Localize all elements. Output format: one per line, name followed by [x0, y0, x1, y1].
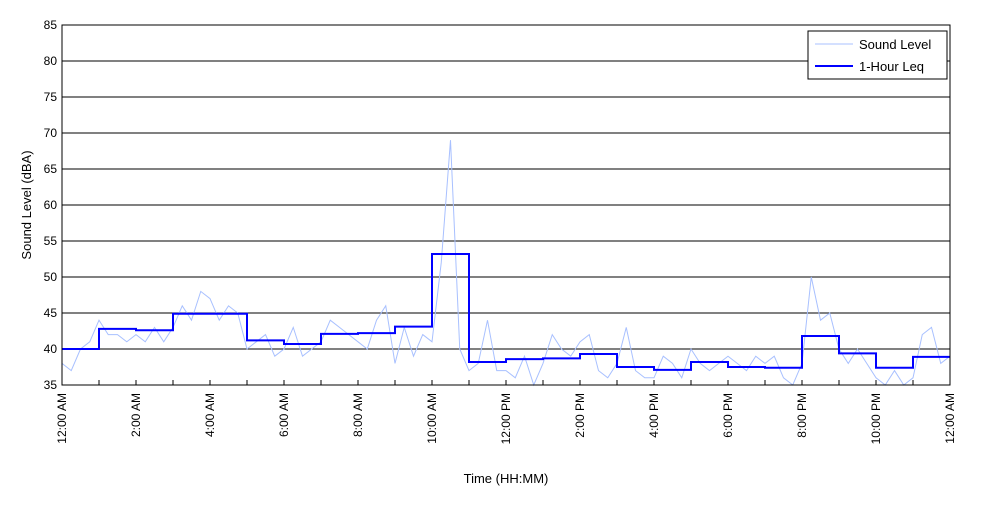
y-tick-label: 35 [44, 378, 58, 392]
x-tick-label: 8:00 AM [351, 393, 365, 437]
y-tick-label: 40 [44, 342, 58, 356]
legend-label-1-hour-leq: 1-Hour Leq [859, 59, 924, 74]
x-tick-label: 4:00 AM [203, 393, 217, 437]
y-tick-label: 70 [44, 126, 58, 140]
y-tick-labels: 35 40 45 50 55 60 65 70 75 80 85 [44, 18, 58, 392]
x-tick-label: 10:00 AM [425, 393, 439, 444]
x-ticks [61, 380, 951, 385]
x-tick-label: 2:00 PM [573, 393, 587, 438]
legend-label-sound-level: Sound Level [859, 37, 931, 52]
x-axis-label: Time (HH:MM) [464, 471, 549, 486]
x-tick-label: 12:00 AM [55, 393, 69, 444]
y-tick-label: 55 [44, 234, 58, 248]
series-1-hour-leq-line [62, 252, 950, 371]
x-tick-label: 10:00 PM [869, 393, 883, 444]
y-tick-label: 65 [44, 162, 58, 176]
y-tick-label: 60 [44, 198, 58, 212]
y-tick-label: 45 [44, 306, 58, 320]
x-tick-label: 6:00 PM [721, 393, 735, 438]
x-tick-label: 12:00 PM [499, 393, 513, 444]
plot-frame [61, 24, 951, 386]
x-tick-label: 6:00 AM [277, 393, 291, 437]
x-tick-labels: 12:00 AM 2:00 AM 4:00 AM 6:00 AM 8:00 AM 10:0… [55, 393, 957, 444]
x-tick-label: 4:00 PM [647, 393, 661, 438]
legend-box [807, 30, 948, 80]
x-tick-label: 2:00 AM [129, 393, 143, 437]
y-tick-label: 80 [44, 54, 58, 68]
x-tick-label: 12:00 AM [943, 393, 957, 444]
y-axis-label: Sound Level (dBA) [19, 150, 34, 259]
y-tick-label: 85 [44, 18, 58, 32]
series-sound-level-line [61, 140, 951, 387]
y-tick-label: 50 [44, 270, 58, 284]
x-tick-label: 8:00 PM [795, 393, 809, 438]
legend: Sound Level 1-Hour Leq [807, 30, 948, 80]
y-tick-label: 75 [44, 90, 58, 104]
